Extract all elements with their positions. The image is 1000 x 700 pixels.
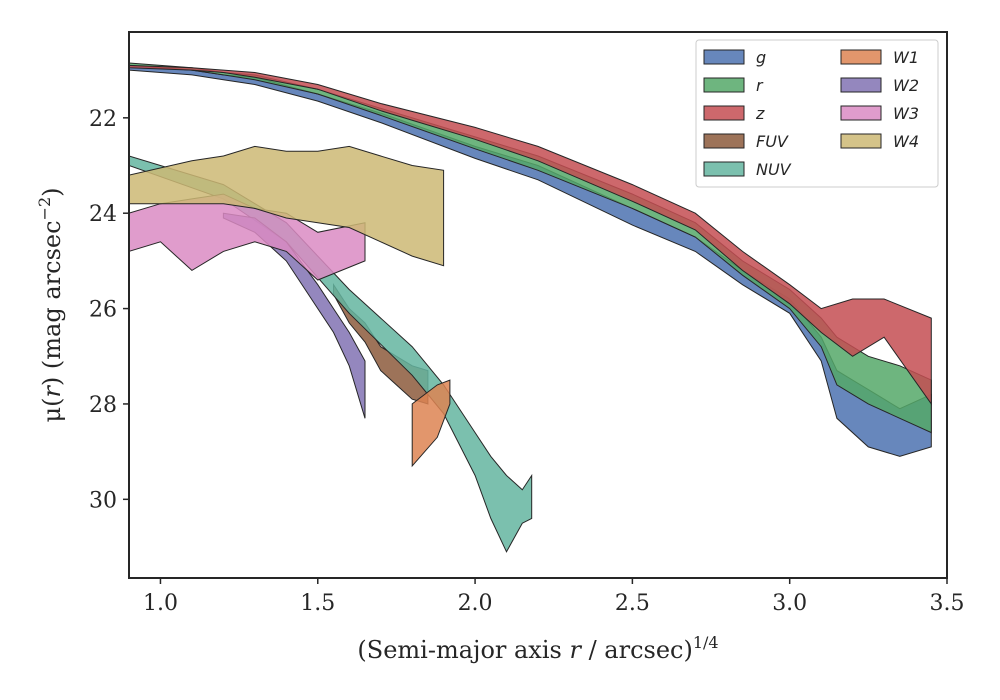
legend-box [695,39,939,188]
legend-swatch-w1 [840,49,882,65]
x-tick-label: 2.0 [458,591,493,616]
legend-swatch-w3 [840,105,882,121]
legend-swatch-nuv [703,161,745,177]
y-axis: 22 24 26 28 30 [89,107,129,513]
legend-label-r: r [756,76,764,95]
y-tick-label: 24 [89,202,117,227]
x-tick-label: 1.5 [300,591,335,616]
x-axis: 1.0 1.5 2.0 2.5 3.0 3.5 [143,578,965,616]
x-tick-label: 2.5 [615,591,650,616]
band-nuv [129,155,533,553]
y-tick-label: 30 [89,488,117,513]
legend-label-w3: W3 [893,104,919,123]
legend-swatch-z [703,105,745,121]
legend-swatch-g [703,49,745,65]
x-axis-label: (Semi-major axis r / arcsec)1/4 [357,633,718,664]
y-tick-label: 26 [89,298,117,323]
legend-swatch-r [703,77,745,93]
legend-swatch-w2 [840,77,882,93]
band-z [129,64,932,406]
y-tick-label: 28 [89,393,117,418]
legend-swatch-w4 [840,133,882,149]
y-tick-label: 22 [89,107,117,132]
x-tick-label: 3.0 [772,591,807,616]
legend-label-w1: W1 [893,48,919,67]
legend-label-nuv: NUV [756,160,792,179]
band-w1 [411,379,451,468]
x-tick-label: 1.0 [143,591,178,616]
legend-swatch-fuv [703,133,745,149]
legend-label-w2: W2 [893,76,919,95]
plot-frame [128,31,948,579]
y-axis-label: μ(r) (mag arcsec−2) [35,187,66,422]
legend: grz FUV NUV W1 W2 W3 W4 [695,39,939,188]
legend-label-z: z [755,104,765,123]
band-w4 [129,145,445,267]
legend-label-w4: W4 [893,132,919,151]
legend-label-g: g [756,48,766,67]
plot-bands [129,62,932,553]
x-tick-label: 3.5 [930,591,965,616]
legend-label-fuv: FUV [756,132,789,151]
